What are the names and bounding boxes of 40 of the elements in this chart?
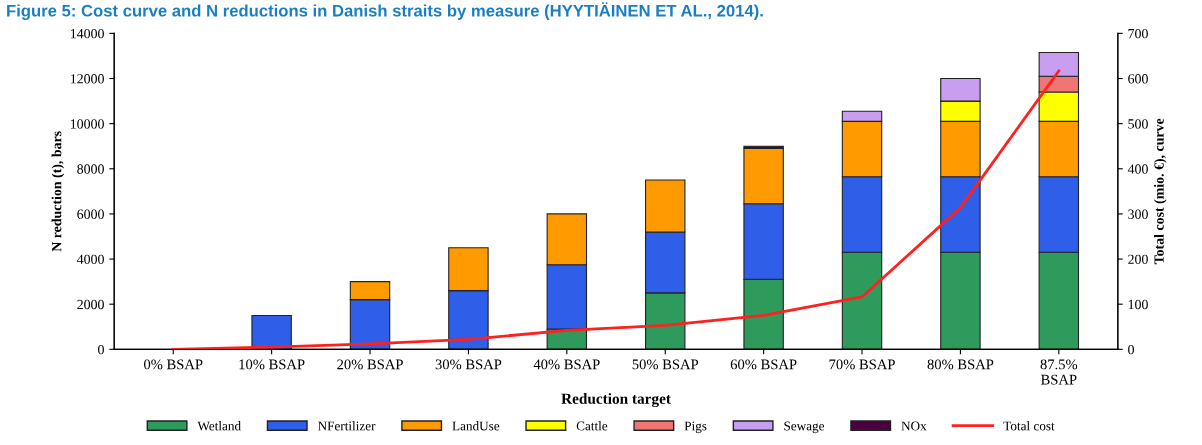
x-tick-label: 80% BSAP	[927, 359, 994, 370]
x-tick-label: 70% BSAP	[829, 359, 895, 370]
line-series	[171, 69, 1061, 350]
chart-title: Figure 5: Cost curve and N reductions in Danish straits by measure (HYYTIÄINEN ET AL., 2014).	[7, 2, 763, 20]
y-tick-label: 10000	[70, 119, 104, 129]
x-tick-label: 60% BSAP	[730, 359, 797, 370]
legend-label: Total cost	[1003, 421, 1055, 431]
x-tick-label: 0% BSAP	[144, 359, 203, 370]
legend-label: LandUse	[452, 421, 500, 431]
y-tick-label: 8000	[77, 164, 104, 174]
y2-tick-label: 0	[1128, 344, 1134, 355]
x-axis-title: Reduction target	[561, 393, 671, 408]
legend-label: NOx	[901, 421, 927, 431]
bar	[251, 314, 292, 350]
y-axis-title: N reduction (t), bars	[51, 131, 65, 252]
y-tick-label: 12000	[70, 74, 104, 84]
y2-tick-label: 400	[1127, 164, 1148, 174]
x-tick-label: 30% BSAP	[435, 359, 502, 370]
y-tick-label: 6000	[77, 209, 104, 219]
y2-tick-label: 600	[1128, 74, 1148, 84]
y2-tick-label: 200	[1128, 254, 1148, 265]
legend-label: Sewage	[784, 421, 825, 434]
x-tick-label: 87.5% BSAP	[1040, 359, 1078, 385]
legend-label: NFertilizer	[317, 421, 376, 431]
y-tick-label: 14000	[70, 28, 104, 39]
y-tick-label: 0	[98, 344, 104, 355]
legend-label: Wetland	[197, 421, 241, 431]
x-tick-label: 40% BSAP	[533, 359, 600, 370]
y2-tick-label: 300	[1128, 209, 1148, 219]
x-tick-label: 50% BSAP	[632, 359, 699, 370]
y2-tick-label: 500	[1128, 119, 1148, 129]
y-tick-label: 4000	[76, 254, 104, 265]
y2-tick-label: 100	[1128, 299, 1148, 310]
legend-label: Pigs	[684, 421, 707, 434]
y2-axis-title: Total cost (mio. €), curve	[1153, 118, 1167, 265]
legend-label: Cattle	[576, 421, 608, 431]
x-tick-label: 20% BSAP	[337, 359, 403, 370]
y-tick-label: 2000	[77, 299, 104, 310]
x-tick-label: 10% BSAP	[239, 359, 305, 370]
y2-tick-label: 700	[1128, 28, 1148, 39]
